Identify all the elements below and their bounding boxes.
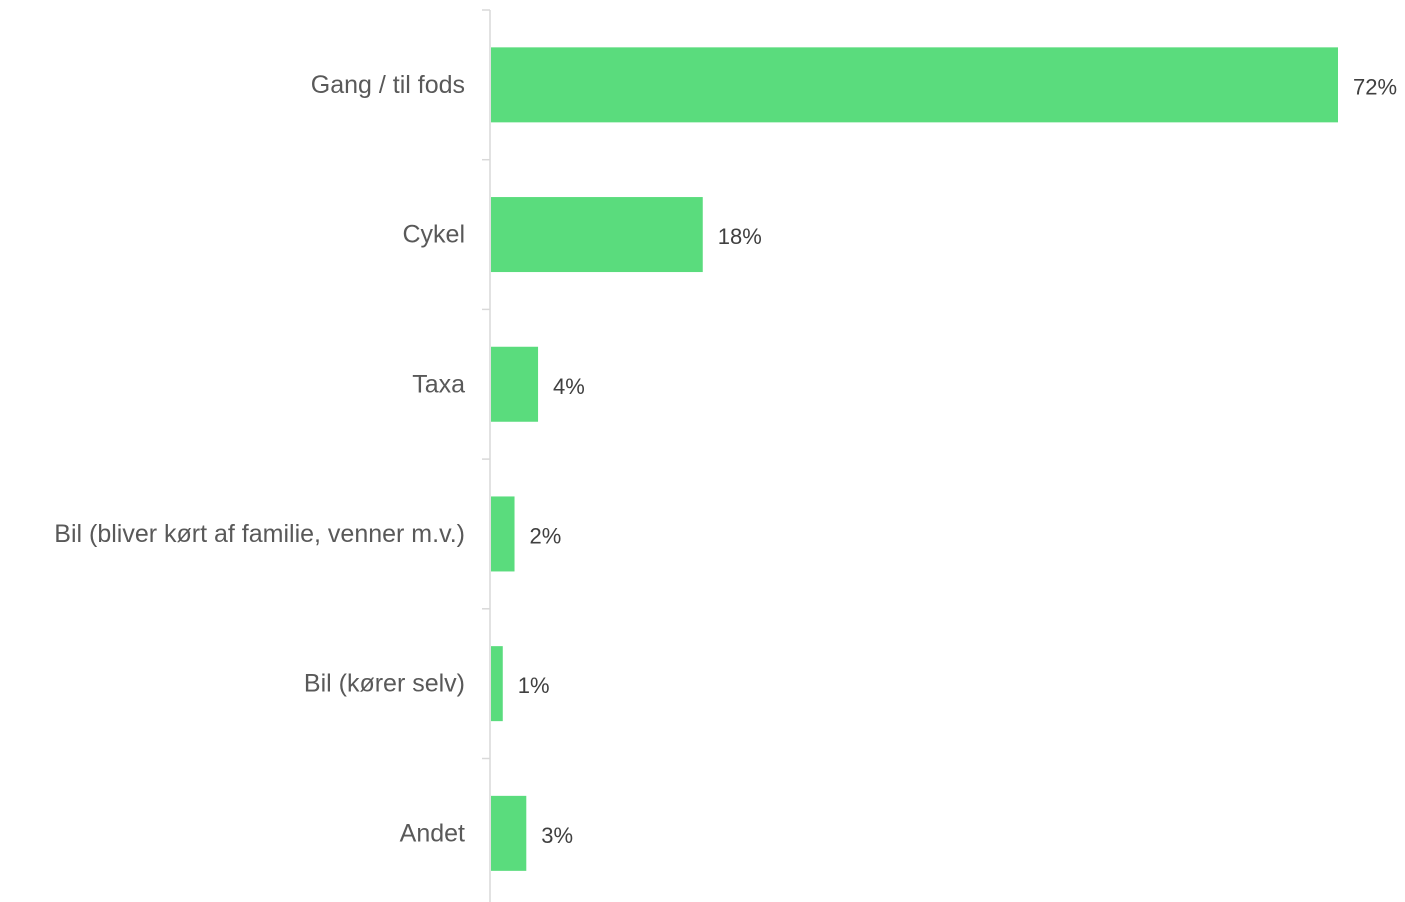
category-label: Bil (kører selv)	[304, 670, 465, 698]
data-label: 18%	[718, 224, 762, 249]
bar	[491, 496, 515, 572]
value-labels: 72% 18% 4% 2% 1% 3%	[518, 74, 1397, 848]
category-label: Gang / til fods	[311, 71, 465, 99]
data-label: 3%	[541, 823, 573, 848]
category-label: Bil (bliver kørt af familie, venner m.v.…	[54, 520, 465, 548]
category-label: Taxa	[412, 370, 465, 398]
category-label: Cykel	[402, 221, 465, 249]
bars	[491, 47, 1338, 871]
bar	[491, 646, 503, 722]
category-labels: Gang / til fods Cykel Taxa Bil (bliver kørt…	[54, 71, 465, 847]
y-axis	[482, 9, 491, 902]
data-label: 2%	[530, 523, 562, 548]
bar	[491, 795, 527, 871]
data-label: 72%	[1353, 74, 1397, 99]
bar	[491, 346, 539, 422]
category-label: Andet	[400, 819, 465, 847]
data-label: 1%	[518, 673, 550, 698]
bar	[491, 47, 1338, 123]
data-label: 4%	[553, 374, 585, 399]
bar	[491, 197, 703, 273]
